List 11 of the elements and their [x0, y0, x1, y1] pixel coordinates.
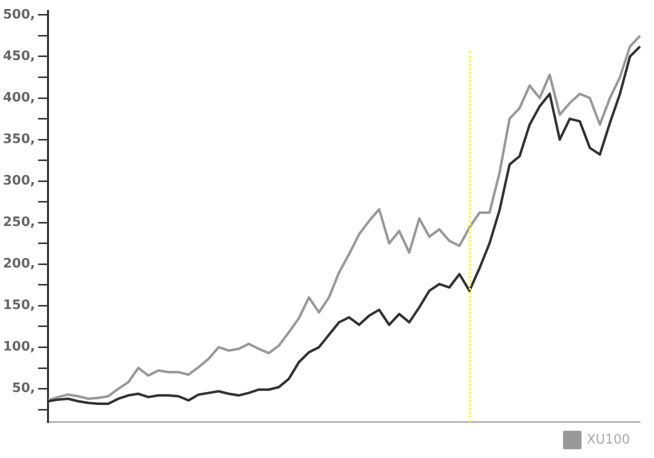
y-tick-label: 500, [2, 7, 36, 22]
legend-label: XU100 [586, 432, 630, 448]
y-tick-label: 450, [2, 48, 36, 64]
y-tick-label: 50, [12, 381, 36, 396]
y-tick-label: 400, [2, 90, 36, 106]
y-tick-label: 250, [2, 215, 36, 230]
y-tick-label: 350, [2, 132, 36, 147]
y-tick-label: 200, [2, 256, 36, 272]
y-tick-label: 300, [2, 173, 36, 188]
y-tick-label: 100, [2, 340, 36, 355]
y-tick-label: 150, [2, 298, 36, 314]
